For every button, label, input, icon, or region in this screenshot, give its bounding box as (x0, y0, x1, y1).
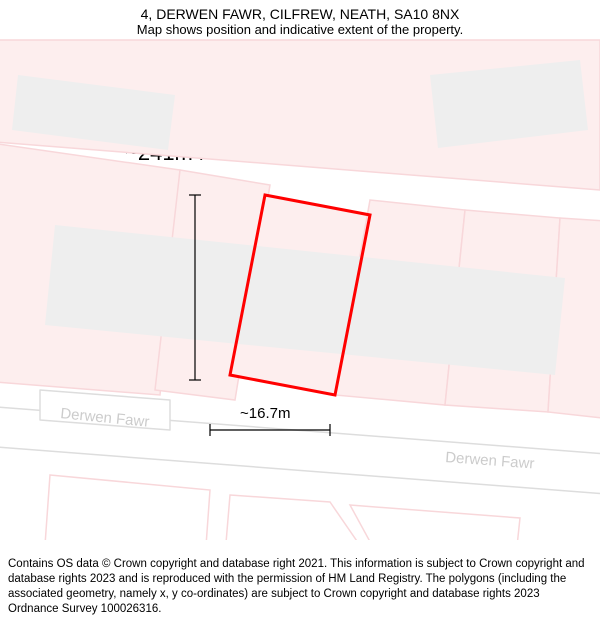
subtitle: Map shows position and indicative extent… (10, 22, 590, 37)
copyright-footer: Contains OS data © Crown copyright and d… (0, 551, 600, 625)
map-svg: Derwen Fawr Derwen Fawr (0, 0, 600, 540)
header: 4, DERWEN FAWR, CILFREW, NEATH, SA10 8NX… (0, 0, 600, 39)
address-title: 4, DERWEN FAWR, CILFREW, NEATH, SA10 8NX (10, 6, 590, 22)
